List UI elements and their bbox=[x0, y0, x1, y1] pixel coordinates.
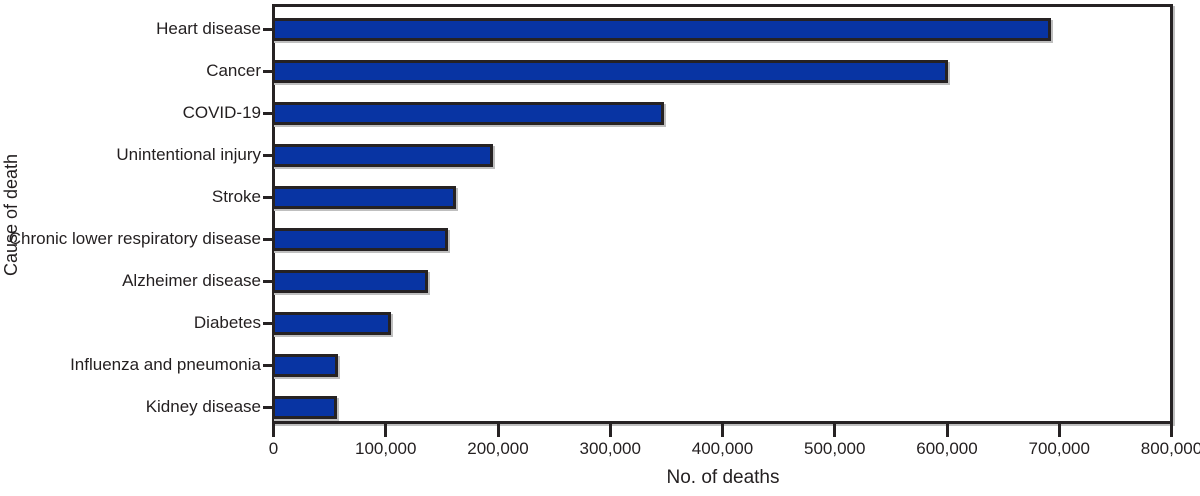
y-tick-stroke bbox=[263, 195, 273, 199]
x-tick-label-800000: 800,000 bbox=[1140, 439, 1200, 458]
category-label-influenza-and-pneumonia: Influenza and pneumonia bbox=[70, 355, 261, 374]
category-label-unintentional-injury: Unintentional injury bbox=[116, 145, 261, 164]
x-tick-label-500000: 500,000 bbox=[804, 439, 866, 458]
x-tick-400000 bbox=[721, 424, 724, 437]
x-tick-700000 bbox=[1057, 424, 1061, 437]
x-tick-label-700000: 700,000 bbox=[1028, 439, 1090, 458]
y-tick-alzheimer-disease bbox=[263, 279, 273, 283]
x-tick-300000 bbox=[608, 424, 612, 437]
y-tick-covid-19 bbox=[263, 111, 273, 115]
x-tick-label-300000: 300,000 bbox=[579, 439, 641, 458]
category-label-heart-disease: Heart disease bbox=[156, 19, 261, 38]
y-tick-heart-disease bbox=[263, 27, 273, 31]
y-tick-diabetes bbox=[263, 321, 273, 325]
x-tick-500000 bbox=[833, 424, 837, 437]
y-tick-kidney-disease bbox=[263, 405, 273, 409]
category-label-diabetes: Diabetes bbox=[193, 313, 261, 332]
category-label-covid-19: COVID-19 bbox=[182, 103, 261, 122]
y-tick-influenza-and-pneumonia bbox=[263, 363, 273, 367]
x-tick-label-200000: 200,000 bbox=[467, 439, 529, 458]
x-tick-800000 bbox=[1170, 424, 1173, 437]
y-tick-unintentional-injury bbox=[263, 153, 273, 157]
x-tick-label-400000: 400,000 bbox=[691, 439, 754, 458]
category-label-kidney-disease: Kidney disease bbox=[145, 397, 261, 416]
category-label-alzheimer-disease: Alzheimer disease bbox=[122, 271, 261, 290]
x-tick-label-100000: 100,000 bbox=[355, 439, 417, 458]
y-tick-cancer bbox=[263, 69, 273, 73]
x-tick-600000 bbox=[945, 424, 949, 437]
bar-covid-19 bbox=[272, 101, 665, 125]
category-label-chronic-lower-respiratory-disease: Chronic lower respiratory disease bbox=[8, 229, 261, 248]
bar-influenza-and-pneumonia bbox=[272, 353, 338, 377]
plot-area bbox=[272, 4, 1173, 424]
bar-diabetes bbox=[272, 311, 392, 335]
x-tick-0 bbox=[272, 424, 275, 437]
x-tick-label-600000: 600,000 bbox=[916, 439, 978, 458]
bar-alzheimer-disease bbox=[272, 269, 429, 293]
x-tick-100000 bbox=[384, 424, 388, 437]
bar-chronic-lower-respiratory-disease bbox=[272, 227, 448, 251]
bar-kidney-disease bbox=[272, 395, 337, 419]
x-tick-200000 bbox=[496, 424, 500, 437]
x-tick-label-0: 0 bbox=[268, 439, 279, 458]
category-label-stroke: Stroke bbox=[211, 187, 261, 206]
bar-cancer bbox=[272, 59, 949, 83]
category-label-cancer: Cancer bbox=[206, 61, 261, 80]
x-axis-title: No. of deaths bbox=[666, 467, 780, 488]
bar-heart-disease bbox=[272, 17, 1051, 41]
y-tick-chronic-lower-respiratory-disease bbox=[263, 237, 273, 241]
bar-unintentional-injury bbox=[272, 143, 493, 167]
bar-stroke bbox=[272, 185, 456, 209]
